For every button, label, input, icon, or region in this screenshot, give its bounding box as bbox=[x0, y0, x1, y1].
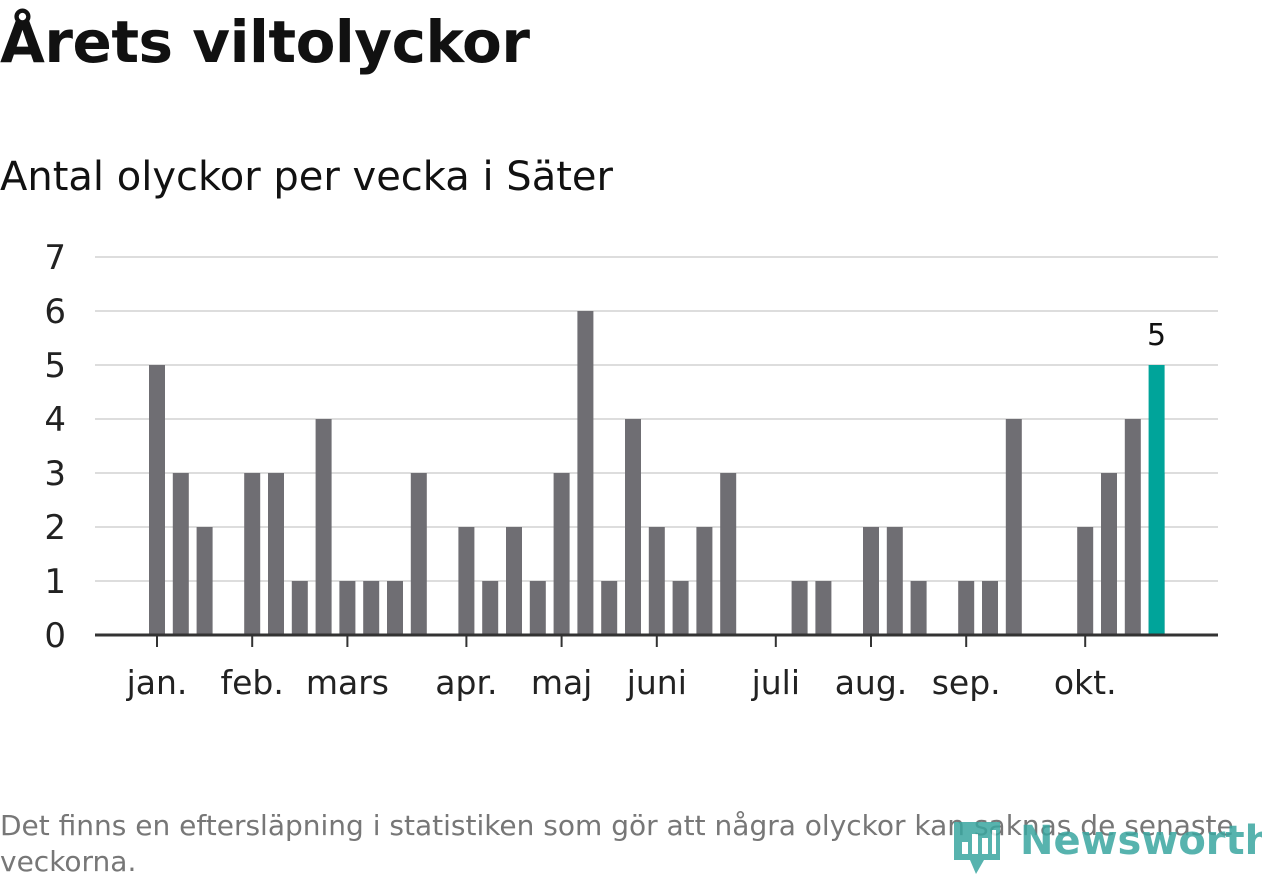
y-tick-label: 3 bbox=[44, 454, 66, 494]
bar bbox=[553, 473, 570, 635]
x-tick-label: juli bbox=[751, 663, 800, 702]
bar bbox=[1124, 419, 1141, 635]
bar bbox=[268, 473, 284, 635]
data-label: 5 bbox=[1147, 318, 1166, 353]
bar bbox=[363, 581, 380, 635]
bar bbox=[339, 581, 356, 635]
x-tick-label: mars bbox=[306, 663, 389, 702]
y-tick-label: 6 bbox=[44, 292, 66, 332]
bar bbox=[577, 311, 594, 635]
bar bbox=[149, 365, 165, 635]
footnote: Det finns en eftersläpning i statistiken… bbox=[0, 809, 1234, 878]
bar bbox=[720, 473, 737, 635]
bar bbox=[648, 527, 665, 635]
logo-text: Newsworthy bbox=[1020, 818, 1262, 864]
bar bbox=[1005, 419, 1022, 635]
bar bbox=[982, 581, 998, 635]
bar bbox=[458, 527, 475, 635]
bar bbox=[625, 419, 641, 635]
bar bbox=[506, 527, 522, 635]
bar bbox=[863, 527, 879, 635]
y-tick-label: 1 bbox=[44, 562, 66, 602]
bar bbox=[601, 581, 618, 635]
bar bbox=[958, 581, 975, 635]
bar bbox=[815, 581, 832, 635]
x-tick-label: maj bbox=[531, 663, 593, 702]
chart-subtitle: Antal olyckor per vecka i Säter bbox=[0, 154, 613, 200]
y-tick-label: 4 bbox=[44, 400, 66, 440]
bar bbox=[529, 581, 546, 635]
bar bbox=[482, 581, 499, 635]
bar bbox=[696, 527, 713, 635]
y-tick-label: 2 bbox=[44, 508, 66, 548]
bar bbox=[410, 473, 427, 635]
chart-title: Årets viltolyckor bbox=[0, 8, 530, 76]
x-tick-label: apr. bbox=[435, 663, 497, 702]
y-tick-label: 0 bbox=[44, 616, 66, 656]
bar bbox=[315, 419, 332, 635]
y-tick-label: 7 bbox=[44, 238, 66, 278]
bar-chart: 0 1 2 3 4 5 6 7 5 jan. feb. mars apr. maj juni juli aug.… bbox=[44, 238, 1218, 702]
bar bbox=[886, 527, 903, 635]
bar bbox=[1077, 527, 1094, 635]
x-tick-label: sep. bbox=[932, 663, 1001, 702]
x-tick-label: feb. bbox=[221, 663, 284, 702]
bar-highlight bbox=[1148, 365, 1165, 635]
bar bbox=[196, 527, 213, 635]
bar bbox=[791, 581, 808, 635]
newsworthy-logo: Newsworthy bbox=[950, 818, 1262, 876]
y-tick-label: 5 bbox=[44, 346, 66, 386]
x-tick-label: okt. bbox=[1054, 663, 1117, 702]
bar bbox=[910, 581, 927, 635]
bar bbox=[672, 581, 689, 635]
x-tick-label: aug. bbox=[835, 663, 908, 702]
bar bbox=[244, 473, 261, 635]
bar bbox=[1101, 473, 1117, 635]
x-tick-label: jan. bbox=[126, 663, 188, 702]
bar bbox=[291, 581, 308, 635]
x-tick-label: juni bbox=[626, 663, 687, 702]
newsworthy-chart-pin-icon bbox=[954, 822, 1000, 874]
bar bbox=[387, 581, 403, 635]
bar bbox=[172, 473, 189, 635]
